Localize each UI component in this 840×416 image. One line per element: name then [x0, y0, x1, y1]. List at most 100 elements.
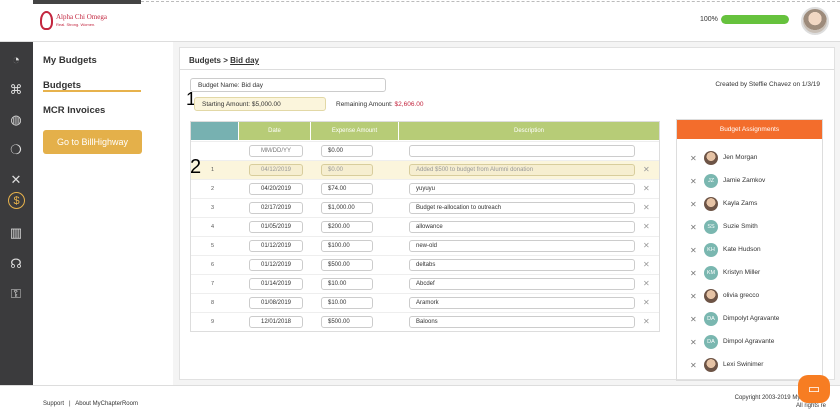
- table-row: 3 02/17/2019 $1,000.00 Budget re-allocation…: [191, 198, 659, 217]
- breadcrumb-current[interactable]: Bid day: [230, 56, 260, 65]
- row-number: 9: [211, 319, 215, 325]
- gauge-icon[interactable]: ◔: [12, 51, 20, 67]
- remove-assignment-icon[interactable]: ✕: [690, 200, 697, 209]
- description-input[interactable]: Added $500 to budget from Alumni donatio…: [409, 164, 635, 176]
- breadcrumb-root[interactable]: Budgets >: [189, 56, 228, 65]
- amount-input[interactable]: $10.00: [321, 278, 373, 290]
- budget-name-field[interactable]: Budget Name: Bid day: [190, 78, 386, 92]
- dollar-icon[interactable]: $: [8, 192, 25, 209]
- remove-assignment-icon[interactable]: ✕: [690, 292, 697, 301]
- annotation-1: 1: [186, 89, 197, 109]
- network-icon[interactable]: ⌘: [9, 82, 23, 97]
- remove-assignment-icon[interactable]: ✕: [690, 177, 697, 186]
- delete-row-icon[interactable]: ✕: [643, 222, 650, 231]
- new-amount-input[interactable]: $0.00: [321, 145, 373, 157]
- breadcrumb-divider: [180, 69, 834, 70]
- delete-row-icon[interactable]: ✕: [643, 279, 650, 288]
- date-input[interactable]: 04/20/2019: [249, 183, 303, 195]
- new-description-input[interactable]: [409, 145, 635, 157]
- date-input[interactable]: 01/12/2019: [249, 240, 303, 252]
- header-description: Description: [513, 128, 544, 134]
- table-row: 8 01/08/2019 $10.00 Aramork ✕: [191, 293, 659, 312]
- amount-input[interactable]: $200.00: [321, 221, 373, 233]
- row-number: 1: [211, 167, 215, 173]
- amount-input[interactable]: $0.00: [321, 164, 373, 176]
- about-link[interactable]: About MyChapterRoom: [75, 401, 138, 407]
- delete-row-icon[interactable]: ✕: [643, 260, 650, 269]
- chat-launcher-button[interactable]: ▭: [798, 375, 830, 403]
- assignment-row: ✕ SS Suzie Smith: [677, 216, 822, 239]
- description-input[interactable]: Baloons: [409, 316, 635, 328]
- chat-bubbles-icon[interactable]: ❍: [10, 142, 22, 157]
- go-to-billhighway-button[interactable]: Go to BillHighway: [43, 130, 142, 154]
- remaining-label: Remaining Amount:: [336, 101, 393, 108]
- support-link[interactable]: Support: [43, 401, 65, 407]
- date-input[interactable]: 01/14/2019: [249, 278, 303, 290]
- description-input[interactable]: Aramork: [409, 297, 635, 309]
- date-input[interactable]: 12/01/2018: [249, 316, 303, 328]
- row-number: 7: [211, 281, 215, 287]
- description-input[interactable]: allowance: [409, 221, 635, 233]
- user-avatar[interactable]: [801, 7, 829, 35]
- delete-row-icon[interactable]: ✕: [643, 317, 650, 326]
- copyright-text: Copyright 2003-2019 MyChapterR: [734, 395, 826, 401]
- description-input[interactable]: yuyuyu: [409, 183, 635, 195]
- chat-icon: ▭: [807, 381, 821, 396]
- main-panel: Budgets > Bid day Budget Name: Bid day 1…: [179, 47, 835, 381]
- delete-row-icon[interactable]: ✕: [643, 184, 650, 193]
- assignment-row: ✕ olivia grecco: [677, 285, 822, 308]
- starting-amount-field[interactable]: Starting Amount: $5,000.00: [194, 97, 326, 111]
- brand-logo[interactable]: Alpha Chi Omega Real. Strong. Women.: [38, 9, 107, 31]
- remove-assignment-icon[interactable]: ✕: [690, 246, 697, 255]
- globe-icon[interactable]: ◍: [10, 112, 22, 127]
- amount-input[interactable]: $500.00: [321, 316, 373, 328]
- delete-row-icon[interactable]: ✕: [643, 203, 650, 212]
- row-number: 3: [211, 205, 215, 211]
- avatar: [704, 289, 718, 303]
- header-number: [191, 122, 239, 140]
- new-expense-row: MM/DD/YY $0.00: [191, 141, 659, 160]
- amount-input[interactable]: $1,000.00: [321, 202, 373, 214]
- assignment-row: ✕ JZ Jamie Zamkov: [677, 170, 822, 193]
- amount-input[interactable]: $10.00: [321, 297, 373, 309]
- remove-assignment-icon[interactable]: ✕: [690, 154, 697, 163]
- date-input[interactable]: 04/12/2019: [249, 164, 303, 176]
- assignee-name: Lexi Swinimer: [723, 361, 764, 368]
- remove-assignment-icon[interactable]: ✕: [690, 223, 697, 232]
- progress-label: 100%: [700, 16, 718, 23]
- assignee-name: Suzie Smith: [723, 223, 758, 230]
- amount-input[interactable]: $500.00: [321, 259, 373, 271]
- new-date-input[interactable]: MM/DD/YY: [249, 145, 303, 157]
- delete-row-icon[interactable]: ✕: [643, 165, 650, 174]
- remove-assignment-icon[interactable]: ✕: [690, 269, 697, 278]
- footer: Support | About MyChapterRoom Copyright …: [0, 385, 840, 416]
- amount-input[interactable]: $74.00: [321, 183, 373, 195]
- remove-assignment-icon[interactable]: ✕: [690, 315, 697, 324]
- sidebar-item-budgets[interactable]: Budgets: [43, 80, 81, 91]
- date-input[interactable]: 01/08/2019: [249, 297, 303, 309]
- date-input[interactable]: 02/17/2019: [249, 202, 303, 214]
- description-input[interactable]: Abcdef: [409, 278, 635, 290]
- assignee-name: Jamie Zamkov: [723, 177, 766, 184]
- strategy-icon[interactable]: ✕: [10, 172, 22, 187]
- remove-assignment-icon[interactable]: ✕: [690, 361, 697, 370]
- top-bar: Alpha Chi Omega Real. Strong. Women. 100…: [0, 0, 840, 42]
- sidebar-item-mcr-invoices[interactable]: MCR Invoices: [43, 105, 106, 116]
- top-strip: [33, 0, 141, 4]
- date-input[interactable]: 01/12/2019: [249, 259, 303, 271]
- remove-assignment-icon[interactable]: ✕: [690, 338, 697, 347]
- delete-row-icon[interactable]: ✕: [643, 298, 650, 307]
- delete-row-icon[interactable]: ✕: [643, 241, 650, 250]
- date-input[interactable]: 01/05/2019: [249, 221, 303, 233]
- headset-icon[interactable]: ☊: [10, 256, 22, 271]
- description-input[interactable]: new-old: [409, 240, 635, 252]
- avatar: DA: [704, 312, 718, 326]
- books-icon[interactable]: ▥: [9, 225, 23, 240]
- amount-input[interactable]: $100.00: [321, 240, 373, 252]
- avatar: DA: [704, 335, 718, 349]
- key-icon[interactable]: ⚿: [11, 286, 21, 301]
- sidebar-item-my-budgets[interactable]: My Budgets: [43, 55, 97, 66]
- rights-text: All rights re: [795, 403, 826, 410]
- description-input[interactable]: Budget re-allocation to outreach: [409, 202, 635, 214]
- description-input[interactable]: deltabs: [409, 259, 635, 271]
